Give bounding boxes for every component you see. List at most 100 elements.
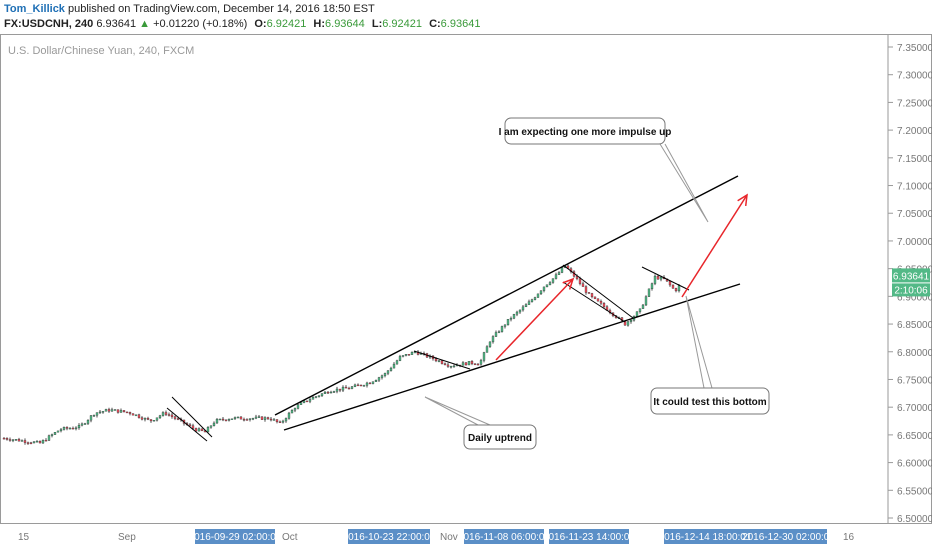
candle-up	[494, 332, 498, 337]
candle-up	[257, 416, 261, 418]
candle-down	[176, 418, 180, 420]
candle-up	[377, 377, 381, 381]
candle-up	[155, 417, 159, 421]
impulse-note-pointer	[659, 143, 709, 223]
author-link[interactable]: Tom_Killick	[4, 3, 65, 15]
candle-up	[329, 391, 333, 394]
candle-up	[32, 441, 36, 444]
countdown-tag-label: 2:10:06	[894, 285, 928, 296]
flag-line-2	[166, 407, 208, 442]
y-tick-label: 7.05000	[897, 209, 932, 220]
x-axis: 15 Sep Oct Nov 16 2016-09-29 02:00:00 2016-10-…	[18, 529, 855, 544]
daily-note-text: Daily uptrend	[468, 433, 532, 444]
candle-up	[449, 366, 453, 368]
x-highlight-label: 2016-09-29 02:00:00	[189, 532, 282, 543]
candle-up	[551, 278, 555, 283]
high-value: 6.93644	[325, 18, 365, 30]
daily-note-pointer	[424, 396, 491, 426]
countdown-tag	[892, 283, 930, 297]
candle-down	[470, 361, 474, 364]
flag-line-5	[562, 281, 626, 323]
candle-up	[677, 285, 681, 292]
x-highlight-box	[746, 529, 752, 544]
candle-down	[359, 384, 363, 387]
price-chart[interactable]: U.S. Dollar/Chinese Yuan, 240, FXCM 7.35…	[0, 34, 932, 550]
bottom-note-pointer	[685, 295, 713, 389]
candle-down	[125, 411, 129, 414]
candle-down	[5, 438, 9, 440]
candle-up	[515, 311, 519, 315]
change-arrow-icon: ▲	[139, 18, 151, 30]
candle-down	[221, 418, 225, 421]
publish-line: Tom_Killick published on TradingView.com…	[4, 3, 375, 15]
candle-up	[158, 415, 162, 418]
candle-up	[341, 386, 345, 391]
candle-up	[371, 381, 375, 384]
channel-lower-line	[283, 283, 741, 431]
candle-down	[200, 428, 204, 431]
chart-title: U.S. Dollar/Chinese Yuan, 240, FXCM	[8, 45, 194, 57]
candle-up	[482, 352, 486, 361]
candle-up	[383, 373, 387, 376]
x-highlight-label: 1	[746, 532, 752, 543]
impulse-arrow-2	[681, 194, 748, 298]
x-highlight-label: 2016-12-14 18:00:00	[659, 532, 752, 543]
candle-down	[149, 419, 153, 422]
candle-up	[362, 385, 366, 387]
candle-up	[101, 411, 105, 413]
candle-up	[518, 309, 522, 313]
candle-up	[650, 283, 654, 290]
candle-up	[68, 427, 72, 430]
x-highlight-box	[664, 529, 746, 544]
y-tick-label: 6.50000	[897, 514, 932, 525]
candle-down	[473, 363, 477, 365]
candle-up	[215, 419, 219, 424]
candle-up	[488, 341, 492, 347]
candle-up	[524, 304, 528, 308]
chart-area[interactable]: U.S. Dollar/Chinese Yuan, 240, FXCM 7.35…	[0, 34, 932, 550]
candle-up	[227, 419, 231, 421]
candle-up	[506, 319, 510, 326]
candle-up	[233, 417, 237, 419]
candle-up	[50, 434, 54, 436]
flag-line-6	[641, 266, 690, 291]
drawings	[166, 175, 748, 442]
candle-up	[92, 415, 96, 417]
candle-down	[338, 388, 342, 391]
y-tick-label: 6.65000	[897, 431, 932, 442]
y-tick-label: 6.60000	[897, 459, 932, 470]
symbol-label[interactable]: FX:USDCNH, 240	[4, 18, 94, 30]
candle-down	[44, 440, 48, 442]
candle-down	[434, 358, 438, 362]
candle-up	[533, 297, 537, 300]
candle-up	[35, 441, 39, 443]
candle-down	[596, 298, 600, 302]
candle-up	[299, 402, 303, 405]
candle-up	[527, 301, 531, 305]
candle-down	[242, 419, 246, 421]
x-tick-label: Sep	[118, 532, 136, 543]
candle-down	[674, 288, 678, 292]
candle-down	[656, 275, 660, 280]
candle-up	[557, 272, 561, 275]
candle-up	[302, 400, 306, 403]
candle-up	[293, 408, 297, 411]
candle-up	[119, 410, 123, 413]
candle-up	[554, 274, 558, 279]
candle-down	[71, 427, 75, 430]
candle-up	[644, 296, 648, 306]
candle-down	[584, 286, 588, 293]
candle-up	[335, 388, 339, 392]
candle-up	[491, 336, 495, 343]
candle-up	[509, 318, 513, 320]
candle-up	[479, 360, 483, 365]
x-highlight-label: 2016-10-23 22:00:00	[343, 532, 436, 543]
y-tick-label: 6.55000	[897, 486, 932, 497]
candle-up	[311, 397, 315, 400]
candle-up	[86, 419, 90, 424]
candle-up	[152, 420, 156, 422]
candle-up	[386, 370, 390, 374]
candle-up	[626, 321, 630, 326]
x-highlight-box	[549, 529, 629, 544]
candle-up	[365, 382, 369, 386]
